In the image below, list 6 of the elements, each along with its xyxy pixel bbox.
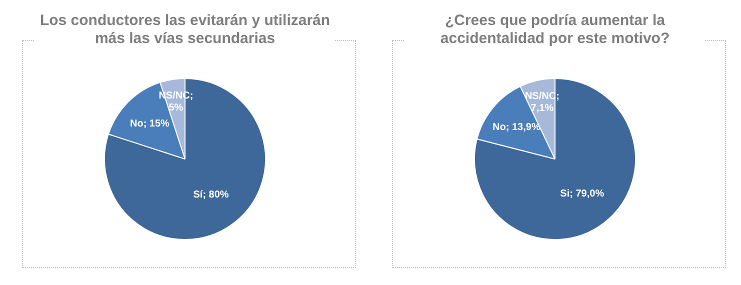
slice-label: Si; 79,0% [560,188,604,200]
chart-title: Los conductores las evitarán y utilizarán más las vías secundarias [35,12,335,48]
slice-label: No; 15% [130,118,170,130]
chart-title: ¿Crees que podría aumentar la accidentalidad por este motivo? [405,12,705,48]
slice-label: No; 13,9% [492,122,540,134]
slice-label: Sí; 80% [193,190,229,201]
